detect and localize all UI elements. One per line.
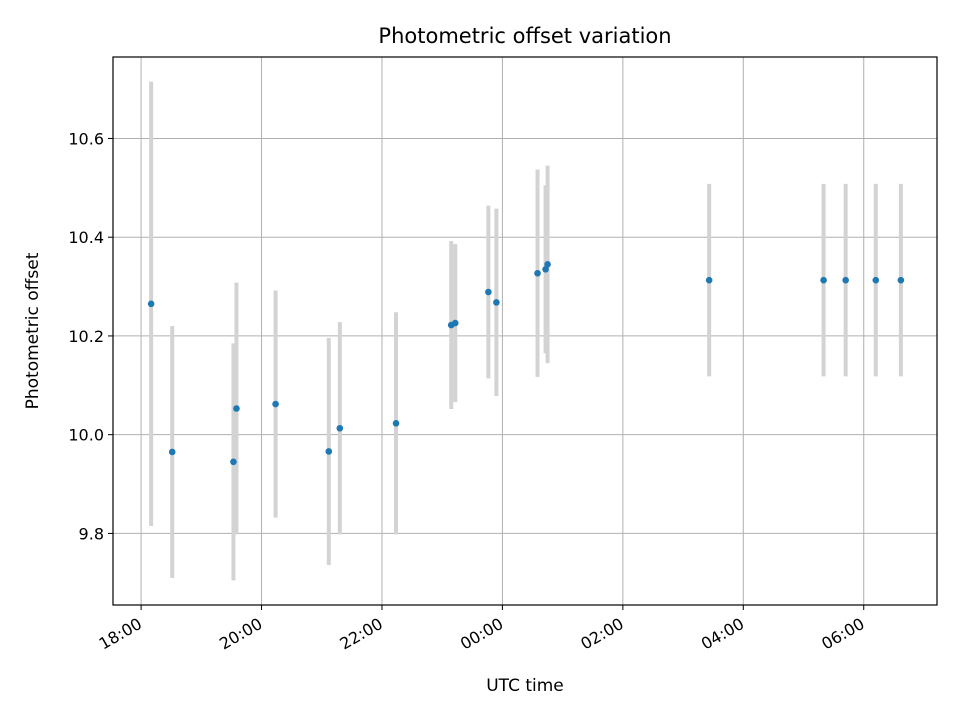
y-tick-label: 10.4 [68, 228, 104, 247]
grid-lines [113, 57, 937, 605]
data-points [147, 261, 905, 466]
data-point [820, 276, 827, 284]
data-point [272, 400, 279, 408]
y-tick-label: 9.8 [79, 524, 104, 543]
data-point [392, 420, 400, 427]
data-point [147, 300, 155, 308]
plot-frame [112, 56, 938, 606]
data-point [233, 405, 240, 412]
data-point [493, 299, 500, 306]
data-point [325, 448, 333, 455]
chart-title: Photometric offset variation [378, 24, 671, 48]
data-point [451, 319, 459, 327]
data-point [842, 276, 849, 284]
data-point [542, 265, 549, 273]
data-point [168, 448, 176, 456]
y-tick-label: 10.2 [68, 327, 104, 346]
data-point [230, 458, 237, 466]
data-point [534, 269, 541, 277]
y-axis-label: Photometric offset [23, 252, 43, 409]
y-tick-label: 10.0 [68, 426, 104, 445]
data-point [705, 276, 713, 284]
y-tick-label: 10.6 [68, 129, 104, 148]
x-axis-label: UTC time [486, 676, 564, 696]
data-point [897, 276, 905, 284]
data-point [485, 288, 492, 296]
data-point [872, 276, 880, 284]
data-point [336, 424, 344, 432]
data-point [544, 261, 551, 268]
